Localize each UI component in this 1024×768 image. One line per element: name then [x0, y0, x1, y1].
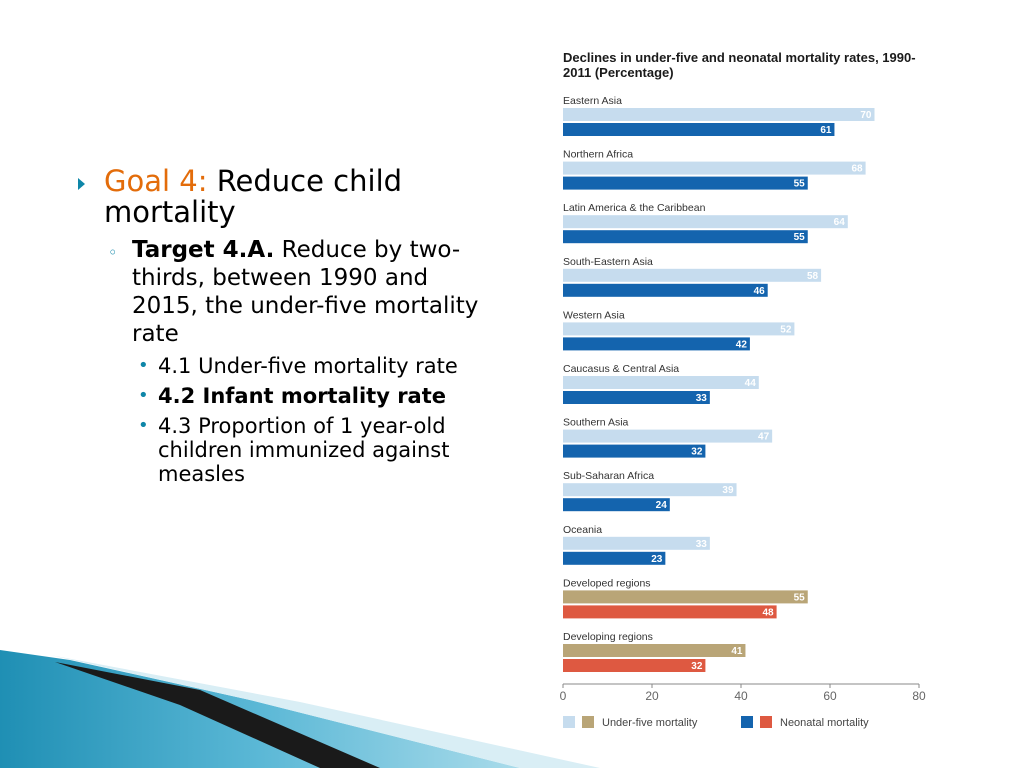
- neonatal-value-label: 32: [691, 447, 703, 458]
- target-item: ◦ Target 4.A. Reduce by two-thirds, betw…: [78, 236, 498, 348]
- x-tick-label: 0: [560, 689, 567, 703]
- neonatal-bar: [563, 283, 768, 297]
- indicator-text: 4.1 Under-five mortality rate: [158, 354, 458, 378]
- target-text: Reduce by two-thirds, between 1990 and 2…: [132, 237, 479, 347]
- category-label: Caucasus & Central Asia: [563, 363, 679, 375]
- category-label: Sub-Saharan Africa: [563, 470, 654, 482]
- category-label: Southern Asia: [563, 417, 629, 429]
- under-five-value-label: 70: [860, 110, 872, 121]
- triangle-bullet-icon: [78, 178, 85, 190]
- under-five-value-label: 47: [758, 432, 770, 443]
- neonatal-bar: [563, 659, 706, 672]
- legend-swatch-neonatal-regional: [741, 716, 753, 728]
- indicator-text: 4.3 Proportion of 1 year-old children im…: [158, 414, 450, 486]
- neonatal-value-label: 46: [754, 286, 766, 297]
- neonatal-bar: [563, 498, 670, 512]
- category-label: Latin America & the Caribbean: [563, 202, 706, 214]
- neonatal-bar: [563, 123, 835, 136]
- category-label: Oceania: [563, 524, 602, 536]
- under-five-bar: [563, 590, 808, 604]
- neonatal-bar: [563, 551, 666, 565]
- neonatal-bar: [563, 444, 706, 458]
- under-five-bar: [563, 322, 795, 336]
- under-five-value-label: 64: [834, 217, 846, 228]
- x-tick-label: 80: [912, 689, 926, 703]
- legend-label-under-five: Under-five mortality: [602, 717, 698, 729]
- legend-swatch-neonatal-group: [760, 716, 772, 728]
- neonatal-value-label: 32: [691, 661, 703, 672]
- decoration-black-swoosh: [55, 662, 380, 768]
- neonatal-value-label: 42: [736, 339, 748, 350]
- under-five-value-label: 52: [780, 324, 792, 335]
- neonatal-bar: [563, 391, 710, 404]
- under-five-bar: [563, 536, 710, 550]
- neonatal-value-label: 55: [794, 179, 806, 190]
- dot-bullet-icon: •: [138, 385, 149, 406]
- legend-label-neonatal: Neonatal mortality: [780, 717, 869, 729]
- neonatal-value-label: 23: [651, 554, 663, 565]
- legend-swatch-under-five-regional: [563, 716, 575, 728]
- x-tick-label: 40: [734, 689, 748, 703]
- under-five-value-label: 41: [731, 646, 743, 657]
- indicator-text: 4.2 Infant mortality rate: [158, 384, 447, 408]
- dot-bullet-icon: •: [138, 355, 149, 376]
- under-five-value-label: 55: [794, 592, 806, 603]
- goal-text: Reduce child mortality: [104, 164, 403, 229]
- under-five-value-label: 58: [807, 271, 819, 282]
- mortality-decline-chart: Eastern Asia 70 61 Northern Africa 68 55 Latin…: [560, 95, 926, 729]
- x-tick-label: 60: [823, 689, 837, 703]
- neonatal-bar: [563, 230, 808, 244]
- category-label: Northern Africa: [563, 149, 633, 161]
- chart-title: Declines in under-five and neonatal mort…: [563, 50, 916, 80]
- goal-heading: Goal 4: Reduce child mortality: [78, 166, 498, 228]
- indicator-item: • 4.3 Proportion of 1 year-old children …: [78, 414, 498, 486]
- x-tick-label: 20: [645, 689, 659, 703]
- under-five-value-label: 33: [696, 539, 708, 550]
- category-label: Eastern Asia: [563, 95, 622, 107]
- dot-bullet-icon: •: [138, 415, 149, 436]
- category-label: Developing regions: [563, 631, 653, 643]
- neonatal-value-label: 61: [820, 125, 832, 136]
- under-five-bar: [563, 268, 822, 282]
- category-label: South-Eastern Asia: [563, 256, 653, 268]
- under-five-bar: [563, 483, 737, 497]
- neonatal-bar: [563, 176, 808, 190]
- neonatal-value-label: 33: [696, 393, 708, 404]
- under-five-bar: [563, 161, 866, 175]
- decoration-light-band: [50, 655, 600, 768]
- under-five-bar: [563, 215, 848, 229]
- category-label: Western Asia: [563, 309, 625, 321]
- goal-label: Goal 4:: [104, 164, 208, 198]
- under-five-bar: [563, 644, 746, 657]
- under-five-bar: [563, 376, 759, 389]
- circle-bullet-icon: ◦: [108, 243, 118, 262]
- under-five-bar: [563, 429, 773, 443]
- neonatal-value-label: 55: [794, 232, 806, 243]
- indicator-item: • 4.2 Infant mortality rate: [78, 384, 498, 408]
- under-five-value-label: 39: [722, 485, 734, 496]
- category-label: Developed regions: [563, 577, 651, 589]
- target-label: Target 4.A.: [132, 237, 275, 263]
- neonatal-value-label: 48: [762, 607, 774, 618]
- under-five-value-label: 68: [851, 164, 863, 175]
- under-five-value-label: 44: [745, 378, 757, 389]
- under-five-bar: [563, 108, 875, 121]
- neonatal-bar: [563, 337, 750, 351]
- neonatal-value-label: 24: [656, 500, 668, 511]
- neonatal-bar: [563, 605, 777, 619]
- slide-text-block: Goal 4: Reduce child mortality ◦ Target …: [78, 166, 498, 486]
- legend-swatch-under-five-group: [582, 716, 594, 728]
- indicator-item: • 4.1 Under-five mortality rate: [78, 354, 498, 378]
